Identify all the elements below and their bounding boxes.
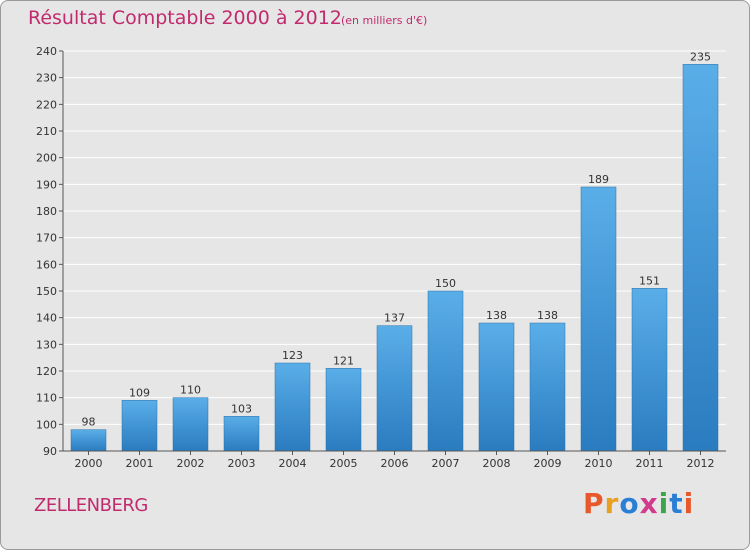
x-tick-label: 2008 — [483, 457, 511, 470]
x-tick-label: 2010 — [585, 457, 613, 470]
bar-value-label: 109 — [129, 386, 150, 399]
x-tick-label: 2006 — [381, 457, 409, 470]
chart-title: Résultat Comptable 2000 à 2012 — [28, 7, 342, 29]
y-tick-label: 100 — [36, 418, 57, 431]
x-tick-label: 2005 — [330, 457, 358, 470]
bar-2009 — [529, 322, 566, 452]
y-tick-label: 90 — [43, 445, 57, 458]
bar-value-label: 103 — [231, 402, 252, 415]
x-tick-label: 2002 — [177, 457, 205, 470]
bar-value-label: 189 — [588, 173, 609, 186]
bar-value-label: 123 — [282, 349, 303, 362]
y-tick-label: 220 — [36, 98, 57, 111]
bar-2008 — [478, 322, 515, 452]
y-tick-label: 190 — [36, 178, 57, 191]
x-tick-label: 2001 — [126, 457, 154, 470]
logo-letter: P — [583, 487, 605, 520]
bars: 98 109 110 103 123 121 137 150 138 138 189 151 235 — [70, 50, 719, 452]
y-tick-label: 200 — [36, 152, 57, 165]
x-tick-label: 2009 — [534, 457, 562, 470]
bar-value-label: 121 — [333, 354, 354, 367]
bar-2004 — [274, 362, 311, 452]
y-tick-label: 170 — [36, 232, 57, 245]
y-tick-label: 230 — [36, 72, 57, 85]
x-tick-label: 2011 — [636, 457, 664, 470]
bar-value-label: 138 — [537, 309, 558, 322]
x-tick-label: 2007 — [432, 457, 460, 470]
bar-2001 — [121, 400, 158, 452]
bar-2002 — [172, 397, 209, 452]
y-tick-label: 130 — [36, 338, 57, 351]
x-tick-label: 2003 — [228, 457, 256, 470]
bar-value-label: 110 — [180, 384, 201, 397]
bar-2012 — [682, 64, 719, 452]
logo-letter: i — [683, 487, 695, 520]
y-tick-label: 140 — [36, 312, 57, 325]
y-tick-label: 120 — [36, 365, 57, 378]
bar-value-label: 150 — [435, 277, 456, 290]
x-tick-label: 2004 — [279, 457, 307, 470]
bar-2010 — [580, 186, 617, 452]
bar-value-label: 235 — [690, 50, 711, 63]
chart-subtitle: (en milliers d'€) — [341, 14, 428, 27]
logo-letter: r — [604, 487, 620, 520]
bar-2006 — [376, 325, 413, 452]
y-tick-label: 150 — [36, 285, 57, 298]
y-tick-label: 160 — [36, 258, 57, 271]
logo-letter: i — [658, 487, 670, 520]
bar-2007 — [427, 290, 464, 452]
proxiti-logo: Proxiti — [583, 487, 694, 520]
y-axis-ticks: 90 100 110 120 130 140 150 160 170 180 190 200 210 22… — [36, 45, 63, 458]
x-axis-ticks: 2000 2001 2002 2003 2004 2005 2006 2007 2008 2009… — [75, 451, 715, 470]
bar-2005 — [325, 368, 362, 452]
bar-value-label: 98 — [82, 416, 96, 429]
bar-2000 — [70, 429, 107, 452]
y-tick-label: 240 — [36, 45, 57, 58]
bar-value-label: 137 — [384, 312, 405, 325]
x-tick-label: 2012 — [687, 457, 715, 470]
y-tick-label: 110 — [36, 392, 57, 405]
y-tick-label: 180 — [36, 205, 57, 218]
logo-letter: t — [669, 487, 684, 520]
y-tick-label: 210 — [36, 125, 57, 138]
bar-value-label: 151 — [639, 274, 660, 287]
logo-letter: x — [639, 487, 659, 520]
x-tick-label: 2000 — [75, 457, 103, 470]
bar-2011 — [631, 288, 668, 452]
bar-2003 — [223, 416, 260, 452]
logo-letter: o — [619, 487, 640, 520]
location-name: ZELLENBERG — [34, 495, 148, 516]
bar-value-label: 138 — [486, 309, 507, 322]
